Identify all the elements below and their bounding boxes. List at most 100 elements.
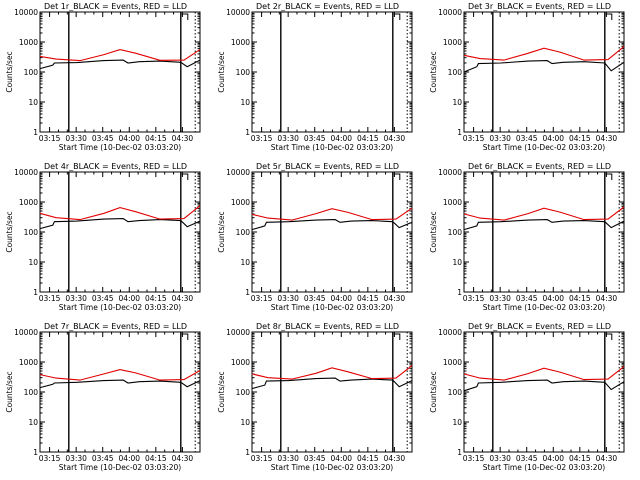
y-tick-label: 10000 <box>226 168 250 177</box>
x-tick-label: 03:15 <box>251 294 273 303</box>
x-tick-label: 03:15 <box>463 454 485 463</box>
chart-title: Det 9r_BLACK = Events, RED = LLD <box>468 322 611 331</box>
y-axis-label: Counts/sec <box>217 51 226 92</box>
y-tick-label: 1 <box>33 448 38 457</box>
x-tick-label: 04:15 <box>145 454 167 463</box>
chart-title: Det 1r_BLACK = Events, RED = LLD <box>44 2 187 11</box>
x-axis-label: Start Time (10-Dec-02 03:03:20) <box>483 303 605 312</box>
chart-title: Det 4r_BLACK = Events, RED = LLD <box>44 162 187 171</box>
x-tick-label: 04:00 <box>330 134 352 143</box>
x-tick-label: 03:45 <box>516 294 538 303</box>
series-line-lld <box>463 46 625 61</box>
x-tick-label: 03:45 <box>516 134 538 143</box>
y-axis-label: Counts/sec <box>5 371 14 412</box>
x-tick-label: 03:30 <box>65 294 87 303</box>
x-tick-label: 03:45 <box>304 454 326 463</box>
x-tick-label: 04:30 <box>596 454 618 463</box>
plot-frame <box>463 11 625 133</box>
plot-frame <box>251 171 413 293</box>
plot-frame <box>251 331 413 453</box>
x-tick-label: 03:30 <box>277 454 299 463</box>
x-tick-label: 03:15 <box>251 454 273 463</box>
x-axis-label: Start Time (10-Dec-02 03:03:20) <box>59 303 181 312</box>
plot-frame <box>251 11 413 133</box>
x-tick-label: 04:00 <box>330 294 352 303</box>
y-tick-label: 10 <box>452 258 462 267</box>
x-axis-label: Start Time (10-Dec-02 03:03:20) <box>483 143 605 152</box>
y-tick-label: 100 <box>24 388 39 397</box>
y-tick-label: 10000 <box>14 168 38 177</box>
x-tick-label: 04:30 <box>172 134 194 143</box>
x-tick-label: 04:15 <box>145 294 167 303</box>
marker-bracket <box>181 13 189 20</box>
chart-panel-8: Det 8r_BLACK = Events, RED = LLD 1 10 100 10… <box>217 322 413 472</box>
y-axis-label: Counts/sec <box>217 211 226 252</box>
series-line-events <box>39 59 201 70</box>
chart-panel-7: Det 7r_BLACK = Events, RED = LLD 1 10 100 10… <box>5 322 201 472</box>
y-tick-label: 10 <box>240 418 250 427</box>
y-tick-label: 1 <box>245 288 250 297</box>
y-axis-label: Counts/sec <box>217 371 226 412</box>
y-tick-label: 100 <box>236 68 251 77</box>
series-line-events <box>39 379 201 389</box>
x-tick-label: 04:15 <box>357 134 379 143</box>
y-tick-label: 10 <box>452 98 462 107</box>
y-axis-label: Counts/sec <box>5 211 14 252</box>
x-tick-label: 03:45 <box>304 294 326 303</box>
x-tick-label: 03:45 <box>304 134 326 143</box>
x-tick-label: 04:30 <box>172 454 194 463</box>
x-tick-label: 03:15 <box>39 134 61 143</box>
y-tick-label: 10000 <box>438 328 462 337</box>
y-tick-label: 10 <box>28 98 38 107</box>
series-line-lld <box>463 366 625 381</box>
y-tick-label: 1 <box>33 288 38 297</box>
x-tick-label: 03:15 <box>463 134 485 143</box>
y-axis-label: Counts/sec <box>429 51 438 92</box>
y-tick-label: 100 <box>448 388 463 397</box>
series-line-events <box>463 379 625 392</box>
y-tick-label: 1000 <box>443 198 462 207</box>
series-line-events <box>251 377 413 390</box>
y-tick-label: 1 <box>457 288 462 297</box>
y-tick-label: 1 <box>245 448 250 457</box>
y-axis-label: Counts/sec <box>5 51 14 92</box>
series-line-events <box>251 219 413 231</box>
marker-bracket <box>181 173 189 180</box>
x-tick-label: 04:00 <box>542 454 564 463</box>
y-tick-label: 1000 <box>443 38 462 47</box>
x-tick-label: 04:15 <box>145 134 167 143</box>
x-tick-label: 04:15 <box>357 454 379 463</box>
x-axis-label: Start Time (10-Dec-02 03:03:20) <box>59 463 181 472</box>
x-axis-label: Start Time (10-Dec-02 03:03:20) <box>59 143 181 152</box>
x-tick-label: 04:15 <box>569 454 591 463</box>
marker-bracket <box>605 173 613 180</box>
plot-frame <box>39 331 201 453</box>
series-line-lld <box>39 49 201 62</box>
marker-bracket <box>393 173 401 180</box>
series-line-lld <box>251 207 413 221</box>
series-line-events <box>39 218 201 230</box>
y-tick-label: 1000 <box>19 38 38 47</box>
y-tick-label: 10000 <box>438 8 462 17</box>
chart-title: Det 8r_BLACK = Events, RED = LLD <box>256 322 399 331</box>
y-tick-label: 10000 <box>438 168 462 177</box>
y-tick-label: 10 <box>452 418 462 427</box>
x-tick-label: 03:30 <box>277 294 299 303</box>
x-tick-label: 04:15 <box>357 294 379 303</box>
chart-title: Det 5r_BLACK = Events, RED = LLD <box>256 162 399 171</box>
y-tick-label: 1 <box>457 128 462 137</box>
y-tick-label: 1000 <box>19 358 38 367</box>
y-tick-label: 10000 <box>226 328 250 337</box>
chart-panel-5: Det 5r_BLACK = Events, RED = LLD 1 10 100 10… <box>217 162 413 312</box>
x-tick-label: 04:30 <box>596 134 618 143</box>
x-tick-label: 04:00 <box>118 454 140 463</box>
x-axis-label: Start Time (10-Dec-02 03:03:20) <box>271 463 393 472</box>
y-tick-label: 100 <box>448 228 463 237</box>
x-tick-label: 03:15 <box>39 454 61 463</box>
y-tick-label: 10 <box>240 98 250 107</box>
x-tick-label: 04:15 <box>569 134 591 143</box>
marker-bracket <box>393 333 401 340</box>
x-tick-label: 04:00 <box>542 134 564 143</box>
x-tick-label: 04:30 <box>384 294 406 303</box>
x-tick-label: 04:30 <box>596 294 618 303</box>
